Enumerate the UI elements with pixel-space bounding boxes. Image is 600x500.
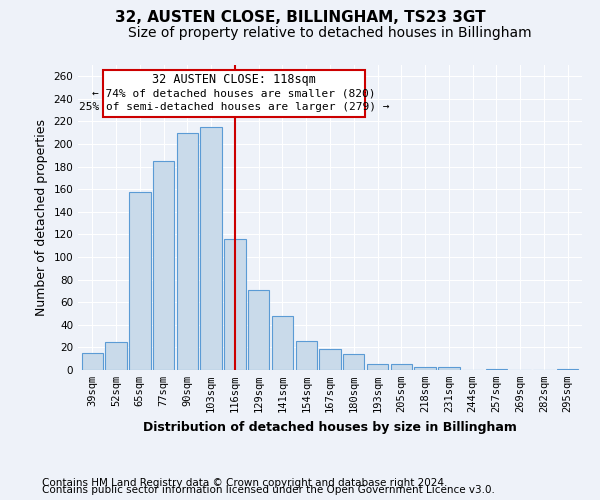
Bar <box>391 364 412 370</box>
Bar <box>153 161 174 370</box>
Bar <box>557 369 578 370</box>
Bar <box>415 366 436 370</box>
Bar <box>319 348 341 370</box>
Bar <box>224 239 245 370</box>
Bar <box>200 127 222 370</box>
Y-axis label: Number of detached properties: Number of detached properties <box>35 119 48 316</box>
Bar <box>106 342 127 370</box>
Title: Size of property relative to detached houses in Billingham: Size of property relative to detached ho… <box>128 26 532 40</box>
Text: Contains public sector information licensed under the Open Government Licence v3: Contains public sector information licen… <box>42 485 495 495</box>
Bar <box>438 366 460 370</box>
Bar <box>367 364 388 370</box>
Text: 25% of semi-detached houses are larger (279) →: 25% of semi-detached houses are larger (… <box>79 102 389 112</box>
Bar <box>272 316 293 370</box>
Text: ← 74% of detached houses are smaller (820): ← 74% of detached houses are smaller (82… <box>92 88 376 99</box>
Bar <box>176 133 198 370</box>
Bar <box>343 354 364 370</box>
X-axis label: Distribution of detached houses by size in Billingham: Distribution of detached houses by size … <box>143 420 517 434</box>
FancyBboxPatch shape <box>103 70 365 117</box>
Bar <box>82 353 103 370</box>
Bar <box>248 290 269 370</box>
Text: Contains HM Land Registry data © Crown copyright and database right 2024.: Contains HM Land Registry data © Crown c… <box>42 478 448 488</box>
Text: 32, AUSTEN CLOSE, BILLINGHAM, TS23 3GT: 32, AUSTEN CLOSE, BILLINGHAM, TS23 3GT <box>115 10 485 25</box>
Bar <box>129 192 151 370</box>
Text: 32 AUSTEN CLOSE: 118sqm: 32 AUSTEN CLOSE: 118sqm <box>152 73 316 86</box>
Bar <box>486 369 507 370</box>
Bar <box>296 340 317 370</box>
